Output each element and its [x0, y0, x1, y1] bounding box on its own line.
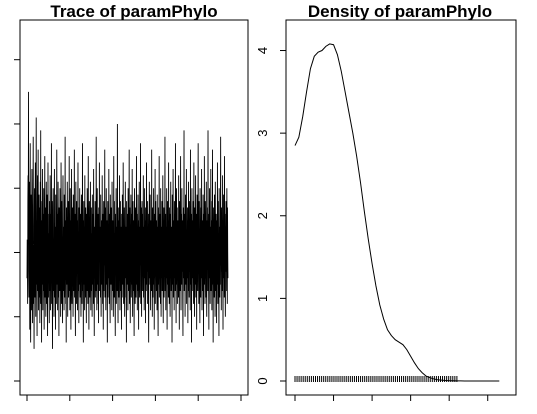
- trace-panel: Trace of paramPhylo: [14, 2, 249, 401]
- density-title: Density of paramPhylo: [308, 2, 492, 21]
- density-y-tick-label: 0: [255, 377, 270, 384]
- trace-x-axis: [26, 395, 242, 401]
- trace-title: Trace of paramPhylo: [50, 2, 217, 21]
- trace-y-axis: [14, 59, 20, 382]
- density-x-axis: [294, 395, 489, 401]
- density-y-tick-label: 3: [255, 130, 270, 137]
- density-plot-box: [285, 19, 517, 396]
- density-panel: Density of paramPhylo 0 1 2 3 4: [255, 2, 517, 401]
- density-curve: [294, 43, 500, 382]
- density-y-tick-label: 1: [255, 295, 270, 302]
- density-y-tick-label: 4: [255, 47, 270, 54]
- density-y-tick-label: 2: [255, 212, 270, 219]
- density-y-axis: 0 1 2 3 4: [255, 47, 286, 385]
- trace-series-line: [26, 91, 229, 349]
- trace-plot-box: [19, 19, 249, 396]
